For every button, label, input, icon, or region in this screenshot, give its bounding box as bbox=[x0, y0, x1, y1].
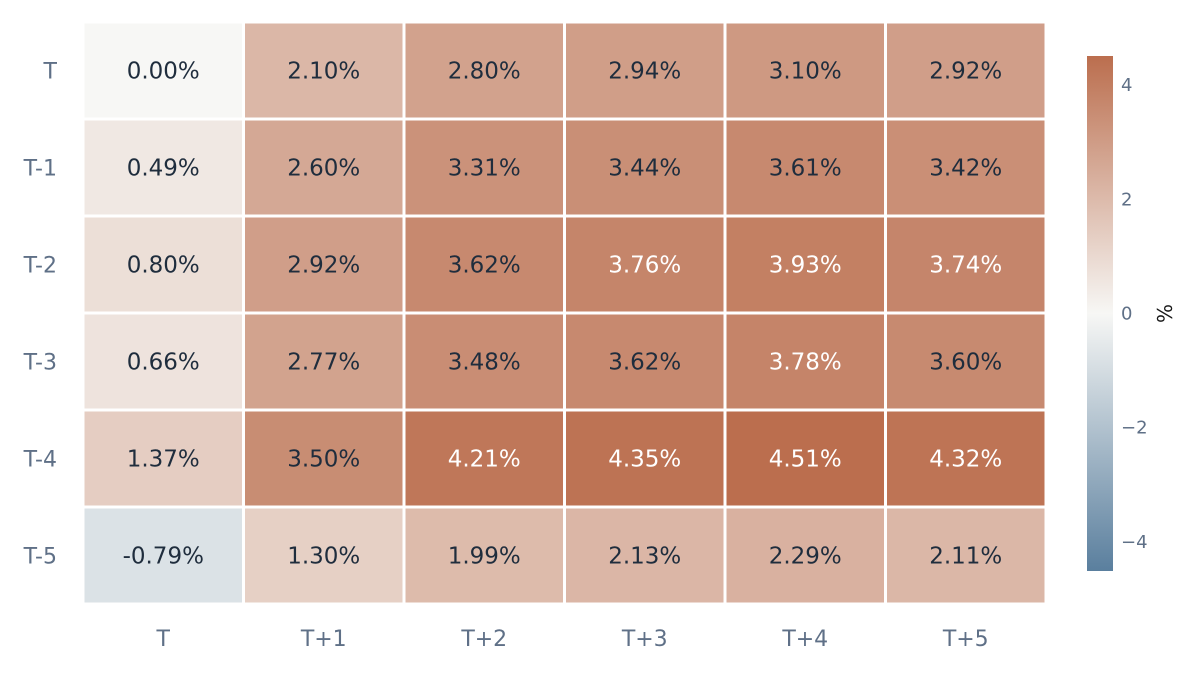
heatmap-cell bbox=[405, 23, 563, 118]
heatmap-cell bbox=[726, 23, 884, 118]
cell-value-label: 4.21% bbox=[448, 447, 521, 473]
cell-value-label: 2.29% bbox=[769, 544, 842, 570]
cell-value-label: 1.99% bbox=[448, 544, 521, 570]
y-tick-label: T-1 bbox=[23, 157, 57, 182]
heatmap-cell bbox=[405, 508, 563, 603]
heatmap-cell bbox=[405, 217, 563, 312]
heatmap-cell bbox=[84, 314, 242, 409]
heatmap-cell bbox=[726, 508, 884, 603]
heatmap-cell bbox=[84, 508, 242, 603]
cell-value-label: 2.13% bbox=[608, 544, 681, 570]
colorbar-tick-label: 2 bbox=[1121, 189, 1132, 210]
cell-value-label: 0.80% bbox=[127, 253, 200, 279]
x-tick-label: T+1 bbox=[300, 627, 347, 652]
heatmap-cell bbox=[245, 120, 403, 215]
cell-value-label: 4.35% bbox=[608, 447, 681, 473]
heatmap-cell bbox=[566, 23, 724, 118]
heatmap-cell bbox=[566, 508, 724, 603]
colorbar-ticks: 4 2 0 −2 −4 bbox=[1121, 75, 1148, 553]
cell-value-label: 2.11% bbox=[929, 544, 1002, 570]
cell-value-label: 4.51% bbox=[769, 447, 842, 473]
cell-value-label: 3.62% bbox=[608, 350, 681, 376]
y-tick-label: T-5 bbox=[23, 545, 57, 570]
x-axis: T T+1 T+2 T+3 T+4 T+5 bbox=[156, 627, 989, 652]
heatmap-cell bbox=[84, 217, 242, 312]
y-tick-label: T-3 bbox=[23, 351, 57, 376]
cell-value-label: 3.62% bbox=[448, 253, 521, 279]
heatmap-cell bbox=[84, 411, 242, 506]
colorbar: 4 2 0 −2 −4 % bbox=[1087, 56, 1177, 571]
cell-value-label: -0.79% bbox=[123, 544, 204, 570]
x-tick-label: T+3 bbox=[621, 627, 668, 652]
cell-value-label: 1.30% bbox=[287, 544, 360, 570]
heatmap-cell bbox=[245, 23, 403, 118]
heatmap-cell bbox=[405, 120, 563, 215]
cell-value-label: 2.80% bbox=[448, 59, 521, 85]
heatmap-cell bbox=[887, 508, 1045, 603]
heatmap-cell bbox=[405, 411, 563, 506]
cell-value-label: 2.60% bbox=[287, 156, 360, 182]
x-tick-label: T bbox=[156, 627, 171, 652]
cell-value-label: 3.44% bbox=[608, 156, 681, 182]
cell-value-label: 3.50% bbox=[287, 447, 360, 473]
heatmap-cell bbox=[887, 217, 1045, 312]
cell-value-label: 3.31% bbox=[448, 156, 521, 182]
cell-value-label: 3.61% bbox=[769, 156, 842, 182]
cell-value-label: 3.42% bbox=[929, 156, 1002, 182]
heatmap-cells: 0.00% 2.10% 2.80% 2.94% 3.10% 2.92% 0.49% 2.60%… bbox=[84, 23, 1045, 603]
cell-value-label: 3.93% bbox=[769, 253, 842, 279]
heatmap-cell bbox=[887, 23, 1045, 118]
heatmap-cell bbox=[566, 217, 724, 312]
cell-value-label: 0.49% bbox=[127, 156, 200, 182]
heatmap-cell bbox=[245, 508, 403, 603]
heatmap-cell bbox=[726, 120, 884, 215]
colorbar-tick-label: 0 bbox=[1121, 304, 1132, 325]
heatmap-cell bbox=[84, 120, 242, 215]
heatmap-cell bbox=[84, 23, 242, 118]
colorbar-tick-label: 4 bbox=[1121, 75, 1132, 96]
cell-value-label: 4.32% bbox=[929, 447, 1002, 473]
heatmap-cell bbox=[405, 314, 563, 409]
cell-value-label: 2.10% bbox=[287, 59, 360, 85]
heatmap-cell bbox=[245, 217, 403, 312]
cell-value-label: 3.60% bbox=[929, 350, 1002, 376]
heatmap-cell bbox=[887, 314, 1045, 409]
y-tick-label: T-2 bbox=[23, 254, 57, 279]
cell-value-label: 2.77% bbox=[287, 350, 360, 376]
heatmap-cell bbox=[726, 411, 884, 506]
heatmap-cell bbox=[566, 120, 724, 215]
y-axis: T T-1 T-2 T-3 T-4 T-5 bbox=[23, 60, 58, 570]
heatmap-cell bbox=[726, 217, 884, 312]
cell-value-label: 0.00% bbox=[127, 59, 200, 85]
cell-value-label: 1.37% bbox=[127, 447, 200, 473]
heatmap-cell bbox=[566, 314, 724, 409]
y-tick-label: T-4 bbox=[23, 448, 57, 473]
colorbar-title: % bbox=[1153, 304, 1177, 323]
cell-value-label: 3.74% bbox=[929, 253, 1002, 279]
heatmap-cell bbox=[566, 411, 724, 506]
heatmap-cell bbox=[887, 120, 1045, 215]
cell-value-label: 2.92% bbox=[287, 253, 360, 279]
heatmap-cell bbox=[726, 314, 884, 409]
cell-value-label: 3.10% bbox=[769, 59, 842, 85]
cell-value-label: 0.66% bbox=[127, 350, 200, 376]
cell-value-label: 3.78% bbox=[769, 350, 842, 376]
cell-value-label: 2.92% bbox=[929, 59, 1002, 85]
y-tick-label: T bbox=[43, 60, 58, 85]
heatmap-cell bbox=[887, 411, 1045, 506]
colorbar-tick-label: −2 bbox=[1121, 418, 1148, 439]
colorbar-gradient bbox=[1087, 56, 1113, 571]
cell-value-label: 3.76% bbox=[608, 253, 681, 279]
heatmap-cell bbox=[245, 411, 403, 506]
cell-value-label: 3.48% bbox=[448, 350, 521, 376]
cell-value-label: 2.94% bbox=[608, 59, 681, 85]
heatmap-cell bbox=[245, 314, 403, 409]
x-tick-label: T+4 bbox=[781, 627, 828, 652]
x-tick-label: T+5 bbox=[942, 627, 989, 652]
colorbar-tick-label: −4 bbox=[1121, 532, 1148, 553]
x-tick-label: T+2 bbox=[460, 627, 507, 652]
